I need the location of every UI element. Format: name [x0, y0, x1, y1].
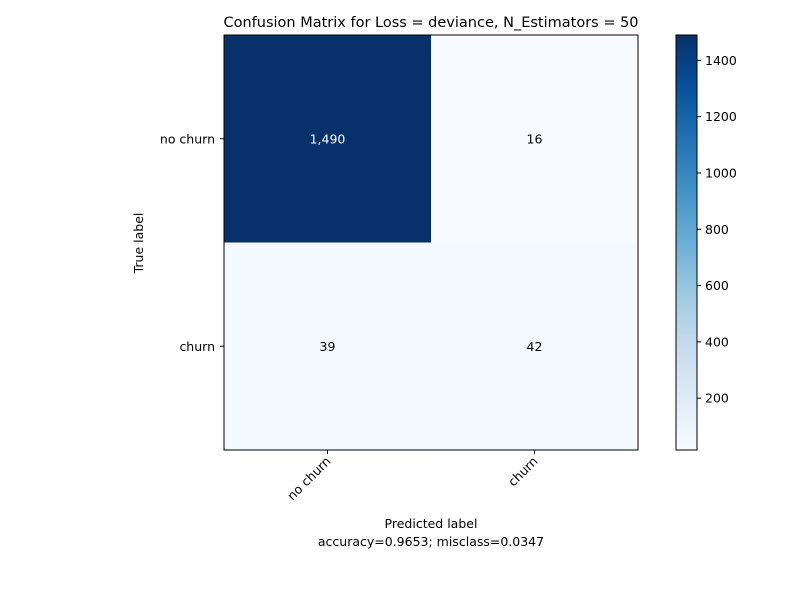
colorbar-ticks: 200 400 600 800 1000 1200 1400: [697, 53, 737, 406]
x-axis-ticks: no churn churn: [284, 450, 541, 503]
x-axis-sublabel: accuracy=0.9653; misclass=0.0347: [318, 534, 544, 549]
y-tick-label: churn: [179, 339, 215, 354]
x-tick-label: churn: [505, 454, 541, 490]
chart-title: Confusion Matrix for Loss = deviance, N_…: [223, 15, 638, 31]
x-axis-label: Predicted label: [385, 516, 478, 531]
y-tick-label: no churn: [160, 131, 215, 146]
x-tick-label: no churn: [284, 454, 334, 504]
colorbar-tick-label: 600: [705, 278, 729, 293]
colorbar-tick-label: 400: [705, 334, 729, 349]
cell-value-label: 39: [320, 339, 336, 354]
matrix-cell: [431, 35, 639, 243]
colorbar: [675, 34, 698, 451]
colorbar-tick-label: 200: [705, 391, 729, 406]
matrix-cell-labels: 1,490 16 39 42: [310, 131, 543, 354]
y-axis-ticks: no churn churn: [160, 131, 224, 354]
matrix-cell: [431, 242, 639, 451]
matrix-cell: [224, 35, 432, 243]
colorbar-tick-label: 1200: [705, 109, 737, 124]
colorbar-tick-label: 1400: [705, 53, 737, 68]
cell-value-label: 16: [527, 131, 543, 146]
colorbar-tick-label: 1000: [705, 165, 737, 180]
colorbar-tick-label: 800: [705, 222, 729, 237]
cell-value-label: 42: [527, 339, 543, 354]
y-axis-label: True label: [131, 213, 146, 275]
cell-value-label: 1,490: [310, 131, 346, 146]
matrix-cell: [224, 242, 432, 451]
matrix-cells: [224, 35, 639, 451]
plot-frame: [223, 34, 639, 451]
